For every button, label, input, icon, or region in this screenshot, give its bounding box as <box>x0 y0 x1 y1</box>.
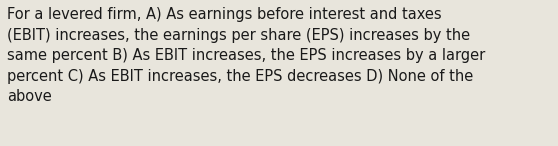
Text: For a levered firm, A) As earnings before interest and taxes
(EBIT) increases, t: For a levered firm, A) As earnings befor… <box>7 7 485 104</box>
